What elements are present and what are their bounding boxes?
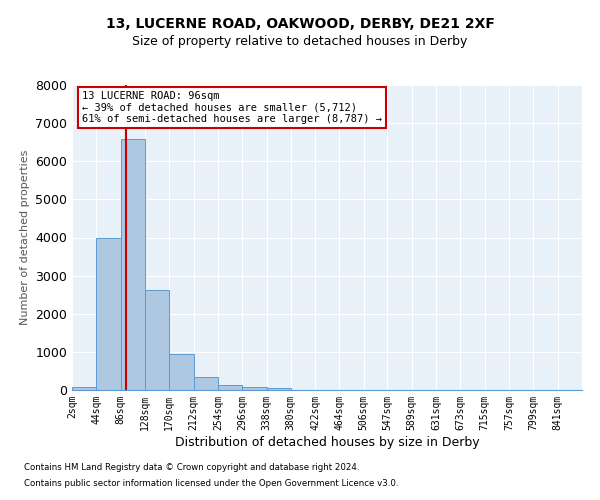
Bar xyxy=(97,238,121,390)
Bar xyxy=(242,387,266,390)
Bar xyxy=(194,378,218,390)
Bar xyxy=(145,290,169,390)
Bar xyxy=(218,386,242,390)
Bar xyxy=(121,139,145,390)
Text: Size of property relative to detached houses in Derby: Size of property relative to detached ho… xyxy=(133,35,467,48)
Text: Contains HM Land Registry data © Crown copyright and database right 2024.: Contains HM Land Registry data © Crown c… xyxy=(24,464,359,472)
Text: 13, LUCERNE ROAD, OAKWOOD, DERBY, DE21 2XF: 13, LUCERNE ROAD, OAKWOOD, DERBY, DE21 2… xyxy=(106,18,494,32)
Bar xyxy=(72,388,97,390)
Bar xyxy=(169,354,194,390)
Text: 13 LUCERNE ROAD: 96sqm
← 39% of detached houses are smaller (5,712)
61% of semi-: 13 LUCERNE ROAD: 96sqm ← 39% of detached… xyxy=(82,91,382,124)
Bar xyxy=(266,388,291,390)
Y-axis label: Number of detached properties: Number of detached properties xyxy=(20,150,29,325)
Text: Contains public sector information licensed under the Open Government Licence v3: Contains public sector information licen… xyxy=(24,478,398,488)
X-axis label: Distribution of detached houses by size in Derby: Distribution of detached houses by size … xyxy=(175,436,479,448)
